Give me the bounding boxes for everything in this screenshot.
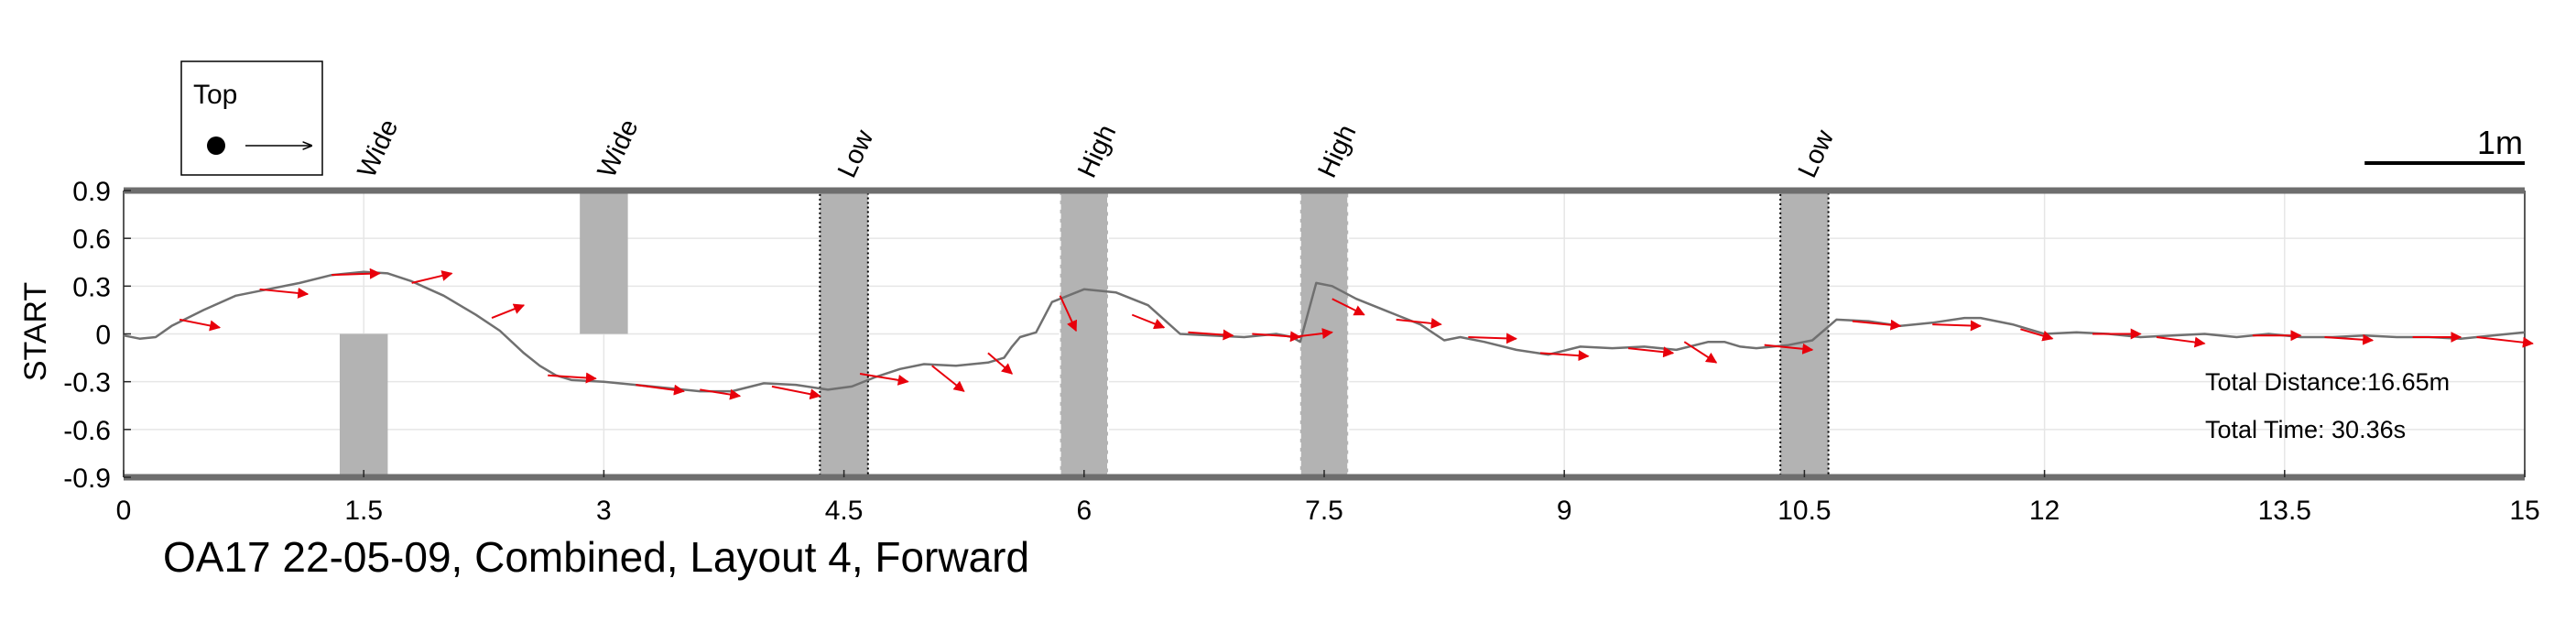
- obstacle-label: High: [1312, 120, 1362, 182]
- x-tick-label: 13.5: [2258, 496, 2311, 526]
- legend-box: [180, 60, 323, 176]
- x-tick-label: 15: [2509, 496, 2539, 526]
- heading-arrow: [771, 385, 821, 400]
- scale-bar: 1m: [2364, 124, 2525, 165]
- heading-arrow: [1539, 350, 1590, 362]
- heading-arrow: [1396, 317, 1442, 329]
- obstacle-labels: Wide Wide Low High High Low: [353, 115, 1841, 182]
- heading-arrow: [1764, 343, 1814, 355]
- heading-arrow: [179, 318, 222, 332]
- y-axis-label: START: [18, 282, 53, 381]
- heading-arrow: [1331, 298, 1365, 316]
- heading-arrow: [259, 287, 310, 299]
- heading-arrow: [2156, 335, 2206, 348]
- axis-ticks: 0 1.5 3 4.5 6 7.5 9 10.5 12 13.5 15 0.9 0.6 0.3 0 -0.3 -…: [63, 177, 2539, 526]
- obstacle-high: [1059, 190, 1110, 478]
- x-tick-label: 6: [1076, 496, 1092, 526]
- y-tick-label: 0.9: [72, 177, 111, 207]
- chart-title: OA17 22-05-09, Combined, Layout 4, Forwa…: [163, 533, 1029, 581]
- heading-arrow: [332, 267, 381, 279]
- legend: Top: [180, 60, 323, 176]
- x-tick-label: 0: [116, 496, 132, 526]
- x-tick-label: 1.5: [344, 496, 383, 526]
- y-tick-label: 0: [95, 321, 111, 351]
- y-tick-label: -0.3: [63, 368, 111, 398]
- obstacle-label: Low: [1793, 125, 1841, 182]
- y-tick-label: -0.9: [63, 464, 111, 494]
- y-tick-label: 0.6: [72, 224, 111, 255]
- heading-arrow: [1131, 313, 1166, 330]
- heading-arrow: [411, 270, 453, 284]
- obstacle-wide: [580, 191, 628, 334]
- x-tick-label: 10.5: [1777, 496, 1831, 526]
- heading-arrow: [2476, 335, 2534, 348]
- heading-arrow: [931, 365, 965, 392]
- x-tick-label: 12: [2029, 496, 2060, 526]
- total-time: Total Time: 30.36s: [2205, 416, 2406, 443]
- heading-arrow: [1628, 346, 1675, 358]
- obstacle-label: Wide: [353, 115, 405, 182]
- heading-arrow: [1683, 341, 1718, 364]
- x-tick-label: 9: [1557, 496, 1572, 526]
- heading-arrow: [1468, 333, 1517, 344]
- obstacle-wide: [339, 333, 388, 477]
- x-tick-label: 7.5: [1305, 496, 1343, 526]
- y-tick-label: -0.6: [63, 416, 111, 446]
- heading-arrow: [2020, 328, 2054, 342]
- obstacle-label: Low: [832, 125, 880, 182]
- heading-arrow: [2324, 333, 2375, 345]
- obstacle-label: High: [1072, 120, 1122, 182]
- heading-arrow: [1932, 320, 1982, 332]
- heading-arrow: [987, 352, 1014, 375]
- heading-arrows: [179, 267, 2534, 400]
- x-tick-label: 4.5: [825, 496, 864, 526]
- heading-arrow: [700, 388, 742, 400]
- heading-arrow: [859, 372, 909, 386]
- heading-arrow: [1852, 319, 1902, 331]
- obstacle-low: [819, 190, 869, 478]
- x-tick-label: 3: [596, 496, 612, 526]
- heading-arrow: [548, 372, 597, 384]
- scale-bar-label: 1m: [2477, 124, 2523, 161]
- heading-arrow: [1188, 329, 1234, 341]
- heading-arrow: [491, 303, 526, 320]
- total-distance: Total Distance:16.65m: [2205, 368, 2450, 396]
- heading-arrow: [1291, 328, 1333, 339]
- heading-arrow: [636, 384, 685, 396]
- obstacle-label: Wide: [592, 115, 645, 182]
- legend-dot: [207, 136, 225, 155]
- y-tick-label: 0.3: [72, 272, 111, 302]
- heading-arrow: [1059, 295, 1078, 333]
- obstacles: [339, 190, 1830, 478]
- legend-label: Top: [193, 80, 237, 110]
